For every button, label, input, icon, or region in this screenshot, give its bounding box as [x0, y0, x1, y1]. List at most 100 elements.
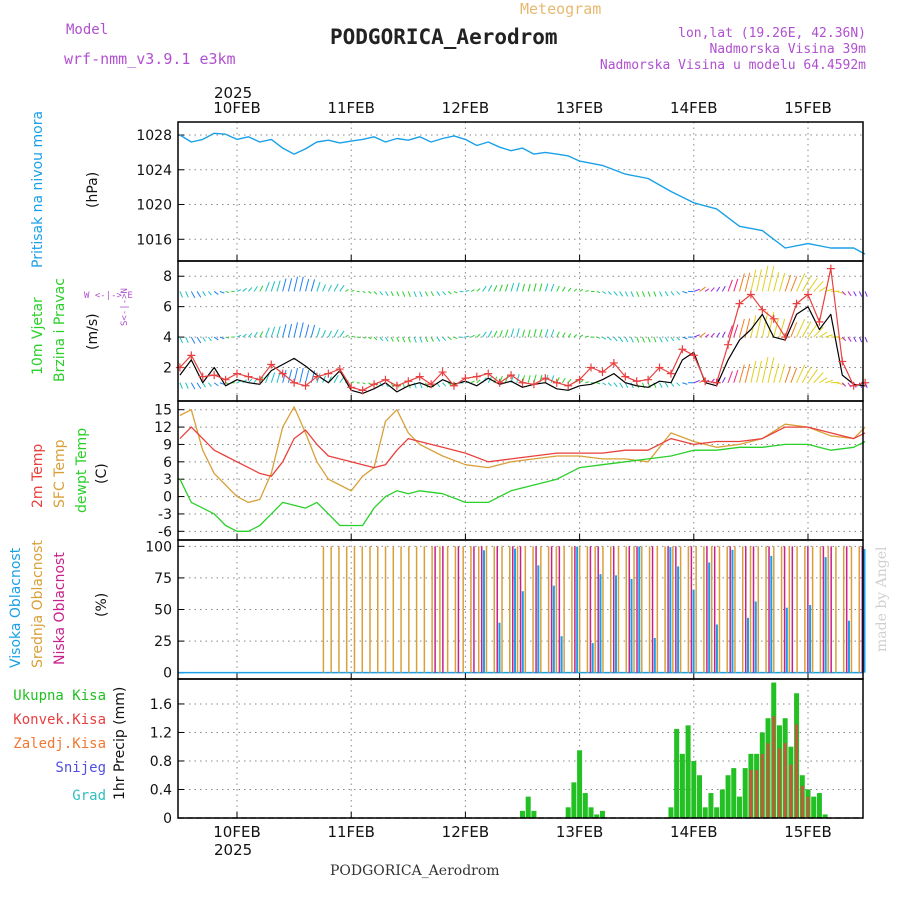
gust-marker: [621, 372, 630, 381]
gust-marker: [529, 380, 538, 389]
cloud-mid-bar: [819, 546, 822, 673]
cloud-mid-bar: [718, 546, 721, 673]
y-tick-label: 0.8: [150, 754, 172, 770]
gust-marker: [541, 374, 550, 383]
cloud-mid-bar: [571, 546, 573, 673]
cloud-title-high: Visoka Oblacnost: [8, 547, 24, 668]
cloud-mid-bar: [439, 546, 441, 673]
wind-barb: [727, 370, 733, 383]
cloud-mid-bar: [322, 546, 325, 673]
cloud-mid-bar: [734, 546, 736, 673]
wind-barb: [562, 286, 566, 292]
cloud-low-bar: [473, 546, 475, 673]
wind-barb: [419, 336, 423, 343]
precip-total-bar: [816, 793, 822, 818]
cloud-low-bar: [628, 546, 631, 673]
precip-total-bar: [725, 775, 731, 818]
cloud-mid-bar: [477, 546, 480, 673]
cloud-high-bar: [824, 557, 827, 673]
cloud-mid-bar: [850, 546, 853, 673]
wind-barb: [453, 336, 458, 340]
gust-marker: [381, 375, 390, 384]
wind-barb: [733, 278, 739, 292]
wind-barb: [516, 282, 520, 292]
wind-barb: [807, 369, 818, 384]
wind-barb: [727, 279, 733, 292]
wind-barb: [721, 377, 726, 383]
wind-barb: [413, 336, 417, 343]
wind-barb: [270, 372, 276, 383]
wind-barb: [670, 336, 675, 342]
wind-barb: [527, 375, 531, 383]
gust-marker: [484, 369, 493, 378]
watermark: made by Angel: [874, 546, 890, 652]
cloud-mid-bar: [470, 546, 472, 673]
cloud-mid-bar: [703, 546, 705, 673]
wind-barb: [773, 272, 780, 292]
cloud-mid-bar: [804, 546, 806, 673]
gust-marker: [838, 357, 847, 366]
model-elevation-label: Nadmorska Visina u modelu 64.4592m: [600, 58, 866, 73]
wind-speed-line: [179, 306, 866, 394]
precip-unit: 1hr Precip (mm): [112, 687, 128, 800]
precip-total-bar: [594, 814, 600, 818]
y-tick-label: 0: [163, 666, 172, 682]
wind-barb: [550, 283, 555, 292]
cloud-high-bar: [731, 549, 734, 673]
wind-barb: [801, 367, 812, 383]
wind-barb: [213, 291, 219, 295]
wind-barb: [185, 336, 189, 344]
wind-barb: [436, 291, 441, 296]
wind-barb: [453, 290, 458, 294]
wind-barb: [630, 291, 634, 297]
panel-frame: [177, 121, 864, 262]
precip-total-bar: [571, 782, 577, 818]
cloud-mid-bar: [516, 546, 519, 673]
y-tick-label: -6: [158, 524, 172, 540]
product-title: Meteogram: [520, 0, 601, 18]
y-tick-label: 1.2: [150, 725, 172, 741]
wind-barb: [653, 336, 657, 343]
cloud-low-bar: [574, 546, 576, 673]
cloud-mid-bar: [672, 546, 674, 673]
wind-barb: [248, 378, 253, 384]
cloud-low-bar: [558, 546, 561, 673]
gust-marker: [712, 378, 721, 387]
cloud-low-bar: [807, 546, 809, 673]
y-tick-label: 6: [163, 455, 172, 471]
gust-marker: [358, 386, 367, 395]
wind-barb: [710, 332, 715, 338]
precip-total-bar: [565, 807, 571, 818]
wind-barb: [544, 329, 549, 338]
day-label-bottom: 13FEB: [556, 823, 603, 841]
y-tick-label: 15: [154, 403, 172, 419]
panel-frame: [177, 678, 864, 819]
wind-barb: [316, 281, 321, 292]
temp-title-sfc: SFC Temp: [52, 439, 68, 508]
precip-legend-snow: Snijeg: [55, 760, 106, 776]
precip-conv-bar: [783, 743, 787, 818]
wind-barb: [390, 336, 394, 342]
wind-barb: [579, 334, 584, 338]
cloud-high-bar: [715, 624, 718, 673]
gust-marker: [290, 378, 299, 387]
wind-barb: [567, 333, 572, 338]
gust-marker: [804, 290, 812, 299]
wind-barb: [196, 382, 202, 389]
wind-direction-row: [179, 265, 868, 299]
cloud-mid-bar: [408, 546, 410, 673]
wind-barb: [196, 291, 202, 298]
cloud-mid-bar: [361, 546, 363, 673]
wind-barb: [585, 335, 589, 338]
precip-total-bar: [822, 814, 828, 818]
cloud-high-bar: [599, 574, 602, 673]
precip-conv-bar: [777, 748, 781, 818]
gust-marker: [655, 363, 664, 372]
cloud-high-bar: [482, 550, 485, 673]
precip-total-bar: [520, 810, 525, 818]
y-tick-label: 9: [163, 437, 172, 453]
wind-barb: [738, 273, 745, 292]
wind-barb: [225, 336, 229, 339]
wind-barb: [533, 283, 537, 292]
